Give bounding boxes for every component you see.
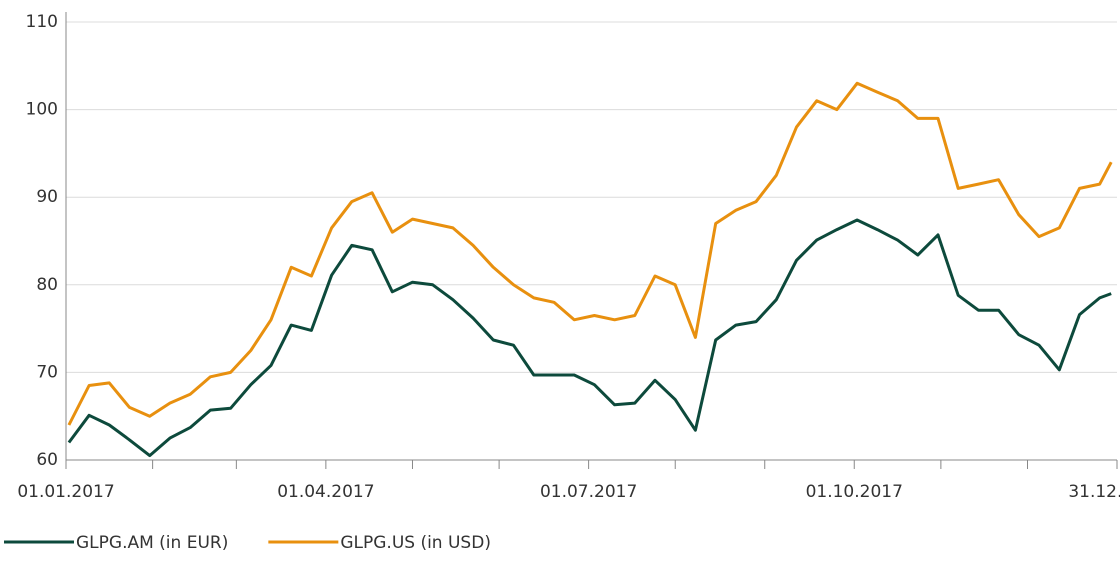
x-tick-label: 01.10.2017 — [806, 482, 903, 502]
y-tick-label: 70 — [36, 362, 58, 382]
legend-label: GLPG.AM (in EUR) — [76, 533, 228, 553]
x-tick-label: 01.04.2017 — [277, 482, 374, 502]
x-tick-label: 31.12.2017 — [1068, 482, 1120, 502]
series-line — [67, 81, 1113, 426]
legend-label: GLPG.US (in USD) — [340, 533, 491, 553]
series-line — [67, 218, 1112, 458]
y-tick-label: 110 — [26, 12, 58, 32]
y-tick-label: 90 — [36, 187, 58, 207]
x-tick-label: 01.07.2017 — [540, 482, 637, 502]
y-tick-label: 80 — [36, 275, 58, 295]
y-tick-label: 60 — [36, 450, 58, 470]
y-tick-label: 100 — [26, 100, 58, 120]
x-tick-label: 01.01.2017 — [17, 482, 114, 502]
